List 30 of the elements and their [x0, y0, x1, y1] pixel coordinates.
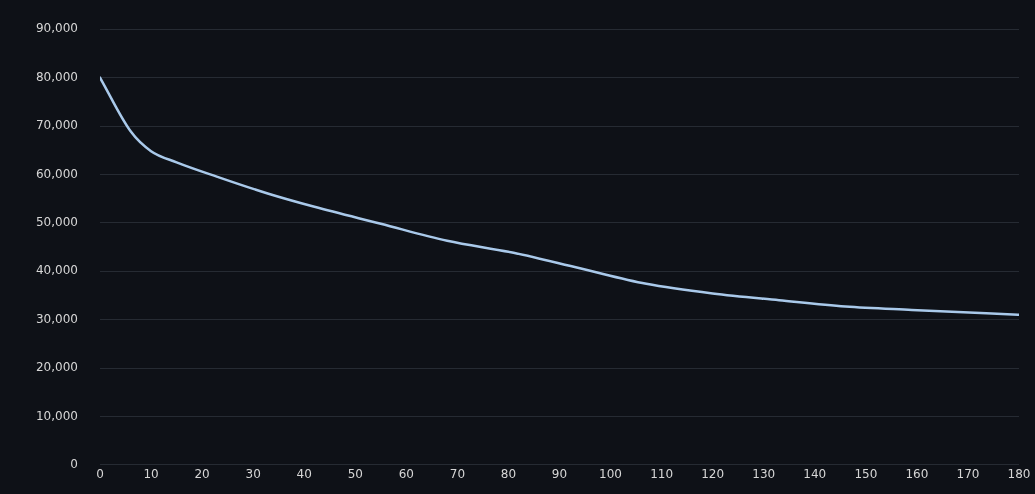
y-tick-label: 60,000	[35, 166, 78, 181]
y-tick-label: 90,000	[35, 21, 78, 36]
y-tick-label: 50,000	[35, 214, 78, 229]
x-tick-label: 50	[347, 467, 363, 482]
x-tick-label: 180	[1007, 467, 1031, 482]
x-tick-label: 70	[449, 467, 466, 482]
line-series	[99, 76, 1019, 317]
x-tick-label: 100	[599, 467, 622, 482]
x-tick-label: 90	[551, 467, 568, 482]
x-tick-label: 20	[194, 467, 210, 482]
x-tick-label: 80	[500, 467, 517, 482]
x-tick-label: 0	[96, 467, 104, 482]
y-tick-label: 40,000	[35, 263, 78, 278]
y-tick-label: 30,000	[35, 311, 78, 326]
x-tick-label: 130	[752, 467, 776, 482]
x-tick-label: 150	[854, 467, 878, 482]
y-tick-label: 70,000	[35, 118, 78, 133]
x-tick-label: 40	[296, 467, 312, 482]
y-tick-label: 10,000	[35, 408, 78, 423]
x-tick-label: 110	[650, 467, 674, 482]
y-tick-label: 20,000	[35, 360, 78, 375]
x-tick-label: 30	[245, 467, 261, 482]
x-tick-label: 60	[398, 467, 414, 482]
x-tick-label: 10	[143, 467, 159, 482]
y-tick-label: 80,000	[35, 69, 78, 84]
x-tick-label: 120	[701, 467, 725, 482]
x-tick-label: 140	[803, 467, 827, 482]
y-tick-label: 0	[70, 456, 78, 471]
x-tick-label: 170	[956, 467, 980, 482]
x-tick-label: 160	[905, 467, 929, 482]
